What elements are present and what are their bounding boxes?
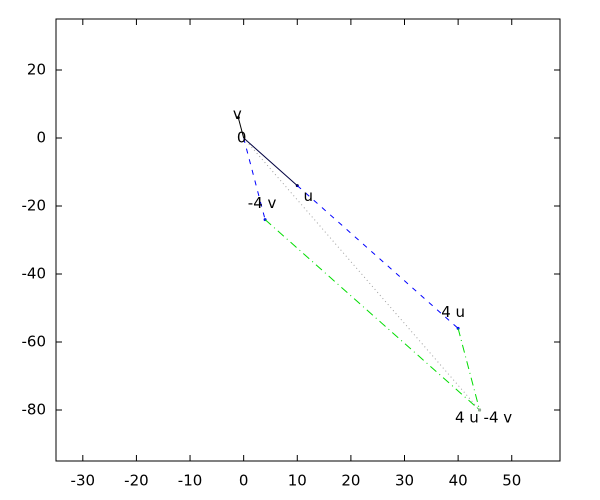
y-tick-label: -60 (22, 333, 47, 351)
vector-segment (237, 117, 245, 139)
x-tick-label: -10 (178, 472, 203, 490)
x-tick-label: 10 (288, 472, 307, 490)
y-tick-label: 0 (36, 129, 46, 147)
x-tick-label: 30 (395, 472, 414, 490)
x-tick-label: -30 (71, 472, 96, 490)
y-tick-label: 20 (27, 61, 46, 79)
vector-segment (296, 185, 459, 329)
vector-segment (457, 328, 481, 411)
x-tick-label: 40 (449, 472, 468, 490)
vector-segment (264, 219, 480, 411)
plot-frame (55, 18, 561, 462)
x-tick-label: 50 (502, 472, 521, 490)
vector-head (236, 116, 240, 120)
vector-segment (243, 137, 480, 411)
point-label: 0 (237, 129, 247, 147)
point-label: 4 u (441, 303, 465, 321)
x-tick-label: -20 (124, 472, 149, 490)
x-tick-label: 0 (239, 472, 249, 490)
point-label: v (233, 105, 242, 123)
point-label: u (304, 187, 314, 205)
vector-segment (243, 137, 298, 186)
point-label: -4 v (248, 194, 277, 212)
vector-head (478, 408, 482, 412)
y-tick-label: -40 (22, 265, 47, 283)
vector-segment (243, 137, 266, 220)
point-label: 4 u -4 v (455, 409, 512, 427)
y-tick-label: -20 (22, 197, 47, 215)
x-tick-label: 20 (341, 472, 360, 490)
y-tick-label: -80 (22, 401, 47, 419)
